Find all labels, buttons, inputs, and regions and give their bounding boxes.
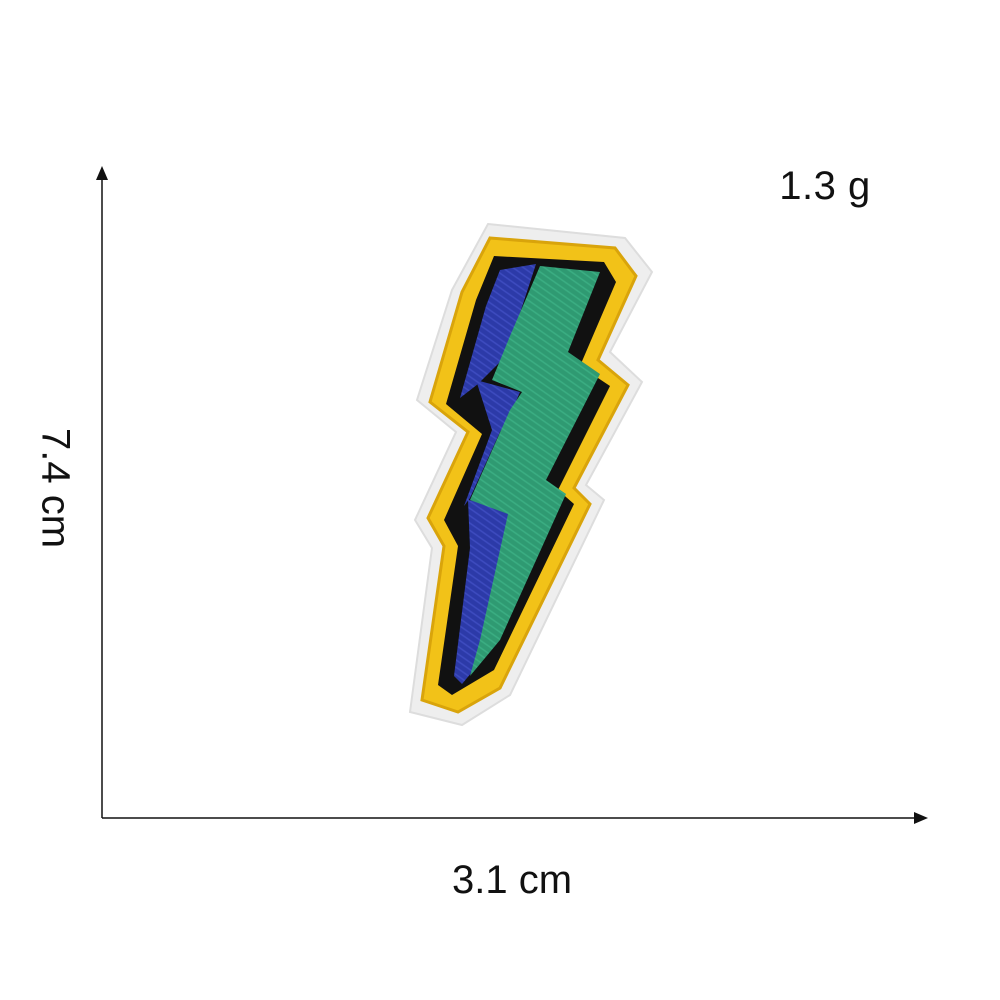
up-arrow-icon	[96, 166, 108, 180]
patch-green-front	[470, 266, 600, 676]
patch-blue-side-middle	[464, 380, 520, 506]
right-arrow-icon	[914, 812, 928, 824]
patch-blue-side-top	[460, 264, 536, 398]
height-label: 7.4 cm	[33, 427, 78, 549]
weight-label: 1.3 g	[779, 164, 871, 208]
width-label: 3.1 cm	[451, 858, 573, 902]
